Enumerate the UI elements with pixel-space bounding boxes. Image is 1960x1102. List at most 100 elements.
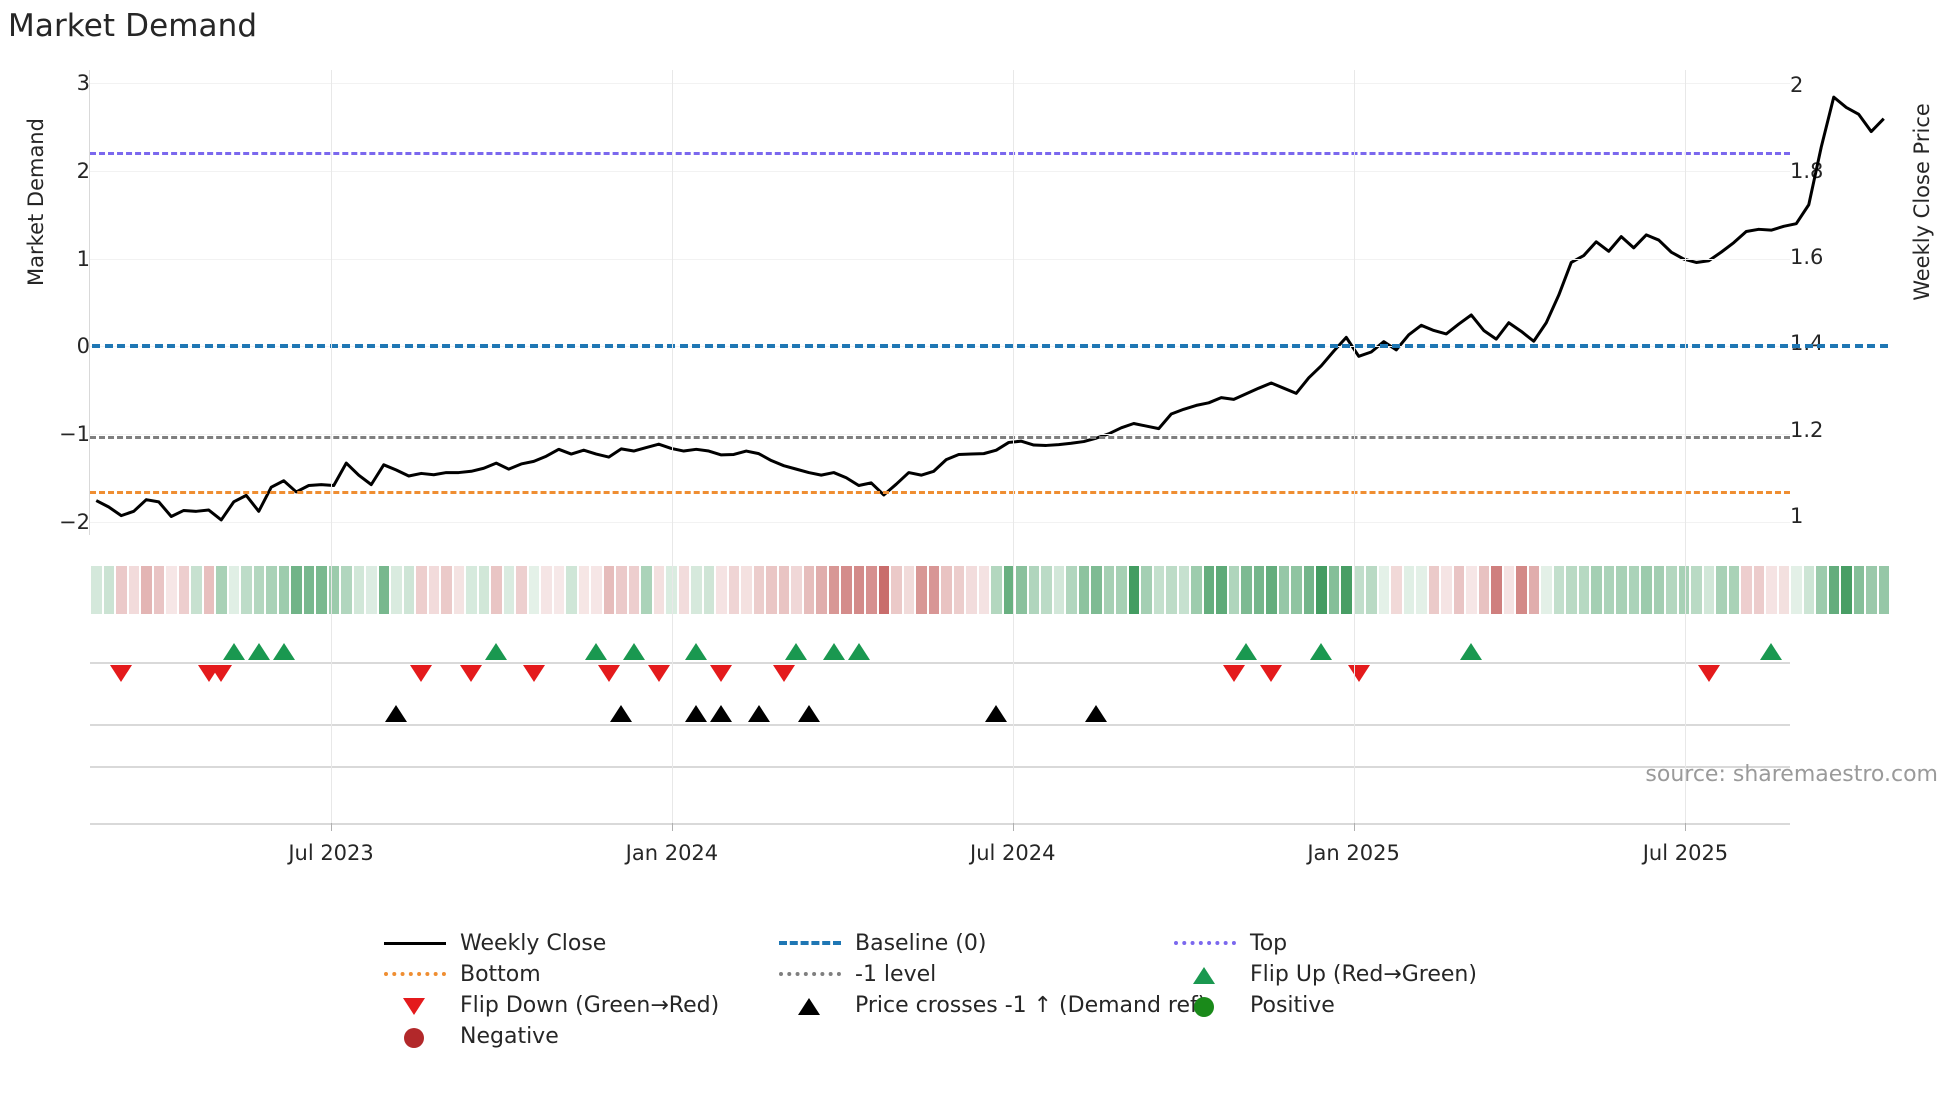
baseline-cap <box>554 344 563 349</box>
baseline-cap <box>1267 344 1276 349</box>
heat-cell <box>966 566 977 614</box>
baseline-cap <box>1367 344 1376 349</box>
x-tick-label: Jan 2024 <box>625 841 719 865</box>
baseline-cap <box>1329 344 1338 349</box>
legend-swatch-solid-line-icon <box>380 929 450 957</box>
baseline-cap <box>392 344 401 349</box>
baseline-cap <box>1517 344 1526 349</box>
baseline-cap <box>942 344 951 349</box>
legend-item[interactable]: Bottom <box>380 959 541 989</box>
heat-cell <box>1228 566 1239 614</box>
legend-item[interactable]: Negative <box>380 1021 559 1051</box>
baseline-cap <box>179 344 188 349</box>
baseline-cap <box>1579 344 1588 349</box>
legend-item[interactable]: Flip Down (Green→Red) <box>380 990 719 1020</box>
legend-item[interactable]: Baseline (0) <box>775 928 986 958</box>
heat-cell <box>1291 566 1302 614</box>
x-tickmark <box>1353 823 1355 831</box>
baseline-cap <box>142 344 151 349</box>
baseline-cap <box>717 344 726 349</box>
baseline-cap <box>767 344 776 349</box>
baseline-cap <box>254 344 263 349</box>
baseline-cap <box>1442 344 1451 349</box>
chart-legend: Weekly Close Baseline (0) Top Bottom -1 leve… <box>380 928 1580 1088</box>
gridline <box>90 258 1790 260</box>
legend-label: Top <box>1250 930 1288 956</box>
heat-cell <box>541 566 552 614</box>
heat-cell <box>1441 566 1452 614</box>
heat-cell <box>1153 566 1164 614</box>
baseline-cap <box>1192 344 1201 349</box>
heat-cell <box>1666 566 1677 614</box>
baseline-cap <box>1392 344 1401 349</box>
heat-cell <box>1678 566 1689 614</box>
baseline-cap <box>867 344 876 349</box>
y-tick-right: 2 <box>1790 73 1804 98</box>
heat-cell <box>1003 566 1014 614</box>
heat-cell <box>1241 566 1252 614</box>
x-tickmark <box>671 823 673 831</box>
heat-cell <box>1066 566 1077 614</box>
baseline-cap <box>1229 344 1238 349</box>
heat-cell <box>1841 566 1852 614</box>
baseline-cap <box>1254 344 1263 349</box>
heat-cell <box>453 566 464 614</box>
baseline-cap <box>1179 344 1188 349</box>
y-tick-left: 1 <box>76 246 90 271</box>
baseline-cap <box>992 344 1001 349</box>
legend-label: Negative <box>460 1023 559 1049</box>
flip-down-marker <box>1347 665 1370 682</box>
legend-item[interactable]: Top <box>1170 928 1287 958</box>
heat-cell <box>641 566 652 614</box>
baseline-cap <box>829 344 838 349</box>
legend-item[interactable]: Flip Up (Red→Green) <box>1170 959 1477 989</box>
heat-cell <box>216 566 227 614</box>
heat-cell <box>891 566 902 614</box>
heat-cell <box>566 566 577 614</box>
heat-cell <box>116 566 127 614</box>
baseline-cap <box>104 344 113 349</box>
heat-cell <box>1116 566 1127 614</box>
legend-item[interactable]: -1 level <box>775 959 936 989</box>
x-tick-label: Jul 2024 <box>970 841 1056 865</box>
heat-cell <box>791 566 802 614</box>
baseline-cap <box>917 344 926 349</box>
legend-item[interactable]: Weekly Close <box>380 928 606 958</box>
y-tick-left: 3 <box>76 71 90 96</box>
heat-cell <box>903 566 914 614</box>
legend-label: Bottom <box>460 961 541 987</box>
legend-swatch-circle-icon <box>380 1022 450 1050</box>
heat-cell <box>516 566 527 614</box>
legend-swatch-circle-icon <box>1170 991 1240 1019</box>
baseline-cap <box>1117 344 1126 349</box>
baseline-cap <box>792 344 801 349</box>
baseline-cap <box>1529 344 1538 349</box>
flip-up-marker <box>485 643 508 660</box>
baseline-cap <box>1104 344 1113 349</box>
legend-item[interactable]: Positive <box>1170 990 1335 1020</box>
heat-cell <box>766 566 777 614</box>
heat-cell <box>1728 566 1739 614</box>
baseline-cap <box>454 344 463 349</box>
flip-down-marker <box>710 665 733 682</box>
y-tick-left: −1 <box>59 422 90 447</box>
heat-cell <box>1703 566 1714 614</box>
heat-cell <box>1453 566 1464 614</box>
heat-cell <box>241 566 252 614</box>
legend-swatch-triangle-down-icon <box>380 991 450 1019</box>
baseline-cap <box>517 344 526 349</box>
marker-panes <box>90 614 1790 774</box>
flip-down-marker <box>522 665 545 682</box>
baseline-cap <box>1767 344 1776 349</box>
heat-cell <box>1016 566 1027 614</box>
legend-item[interactable]: Price crosses -1 ↑ (Demand ref) <box>775 990 1206 1020</box>
heat-cell <box>141 566 152 614</box>
baseline-cap <box>1067 344 1076 349</box>
baseline-cap <box>1054 344 1063 349</box>
heat-cell <box>391 566 402 614</box>
heat-cell <box>778 566 789 614</box>
flip-up-marker <box>1760 643 1783 660</box>
marker-row-baseline-1 <box>90 724 1790 726</box>
baseline-cap <box>1004 344 1013 349</box>
